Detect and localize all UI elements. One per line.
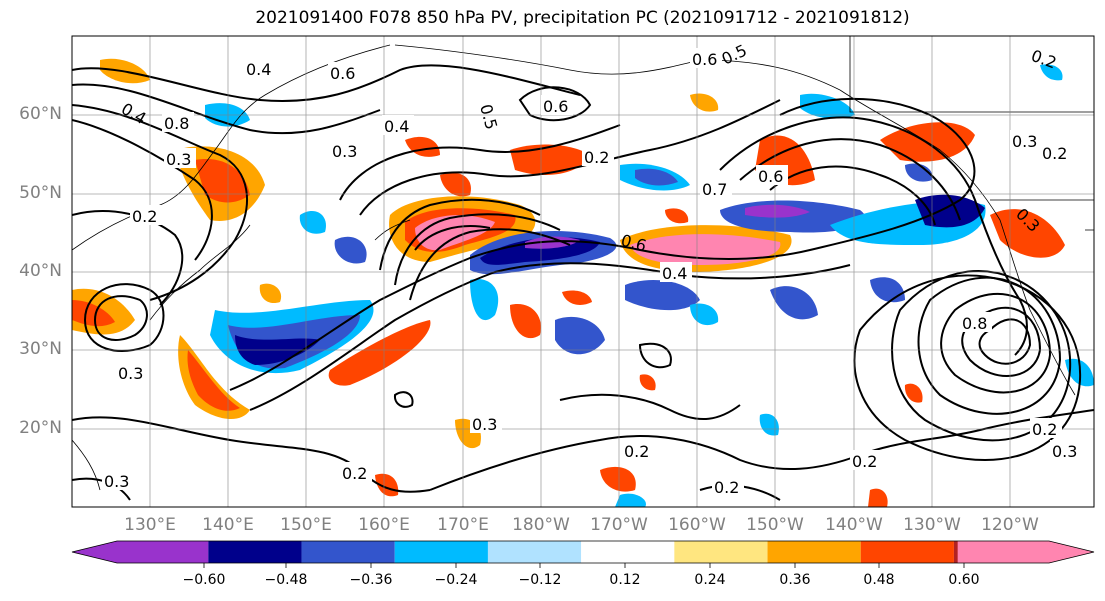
contour-label: 0.2 <box>1042 144 1067 163</box>
lon-label: 150°E <box>280 515 332 535</box>
contour-labels: 0.4 0.6 0.8 0.3 0.2 0.5 0.6 0.4 0.3 0.2 … <box>102 41 1082 497</box>
colorbar-tick-label: 0.48 <box>863 572 895 588</box>
lon-label: 120°W <box>981 515 1039 535</box>
lon-label: 150°W <box>746 515 804 535</box>
lon-label: 160°E <box>358 515 410 535</box>
contour-label: 0.8 <box>164 114 189 133</box>
colorbar-segment <box>860 541 954 563</box>
lat-label: 20°N <box>19 418 62 438</box>
colorbar-segment <box>117 541 209 563</box>
contour-label: 0.2 <box>714 478 739 497</box>
colorbar-segment <box>301 541 395 563</box>
lon-label: 170°E <box>437 515 489 535</box>
colorbar-segment <box>581 541 675 563</box>
colorbar-segment <box>208 541 302 563</box>
colorbar-segment <box>394 541 488 563</box>
contour-label: 0.2 <box>1032 420 1057 439</box>
lon-label: 140°W <box>825 515 883 535</box>
contour-label: 0.3 <box>166 150 191 169</box>
colorbar-segment <box>957 541 1049 563</box>
contour-label: 0.6 <box>758 167 783 186</box>
contour-label: 0.3 <box>104 472 129 491</box>
contour-label: 0.2 <box>852 452 877 471</box>
contour-label: 0.3 <box>1012 132 1037 151</box>
colorbar-extend-high <box>1049 541 1094 563</box>
contour-label: 0.3 <box>1052 442 1077 461</box>
colorbar-tick-label: −0.60 <box>182 572 226 588</box>
contour-label: 0.6 <box>543 97 568 116</box>
lon-label: 180°W <box>512 515 570 535</box>
lat-label: 30°N <box>19 339 62 359</box>
colorbar-tick-label: −0.24 <box>434 572 478 588</box>
lon-label: 170°W <box>590 515 648 535</box>
map-frame <box>71 35 1095 508</box>
lat-label: 60°N <box>19 104 62 124</box>
colorbar-tick-label: 0.12 <box>609 572 641 588</box>
colorbar-tick-label: 0.24 <box>694 572 726 588</box>
contour-label: 0.8 <box>962 314 987 333</box>
contour-label: 0.3 <box>118 364 143 383</box>
lat-label: 40°N <box>19 261 62 281</box>
figure-title: 2021091400 F078 850 hPa PV, precipitatio… <box>255 8 910 28</box>
contour-label: 0.4 <box>384 117 409 136</box>
lat-label: 50°N <box>19 183 62 203</box>
colorbar-segment <box>674 541 768 563</box>
contour-label: 0.2 <box>342 464 367 483</box>
contour-label: 0.7 <box>702 180 727 199</box>
colorbar-tick-label: −0.48 <box>264 572 308 588</box>
lon-label: 140°E <box>202 515 254 535</box>
contour-label: 0.2 <box>624 442 649 461</box>
contour-label: 0.6 <box>330 64 355 83</box>
graticule <box>72 36 1094 507</box>
colorbar-segment <box>767 541 861 563</box>
contour-label: 0.3 <box>472 415 497 434</box>
contour-label: 0.4 <box>246 60 271 79</box>
contour-label: 0.4 <box>662 264 687 283</box>
lon-label: 130°W <box>903 515 961 535</box>
map-panel: 0.4 0.6 0.8 0.3 0.2 0.5 0.6 0.4 0.3 0.2 … <box>72 36 1094 507</box>
colorbar-extend-low <box>72 541 117 563</box>
colorbar-tick-label: 0.36 <box>779 572 811 588</box>
lon-label: 130°E <box>124 515 176 535</box>
colorbar <box>71 540 1095 568</box>
colorbar-tick-label: −0.12 <box>518 572 562 588</box>
lon-label: 160°W <box>668 515 726 535</box>
colorbar-tick-label: −0.36 <box>349 572 393 588</box>
colorbar-tick-label: 0.60 <box>948 572 980 588</box>
contour-label: 0.2 <box>584 148 609 167</box>
contour-label: 0.6 <box>692 50 717 69</box>
contour-label: 0.2 <box>132 207 157 226</box>
colorbar-segment <box>487 541 582 563</box>
contour-label: 0.3 <box>332 142 357 161</box>
